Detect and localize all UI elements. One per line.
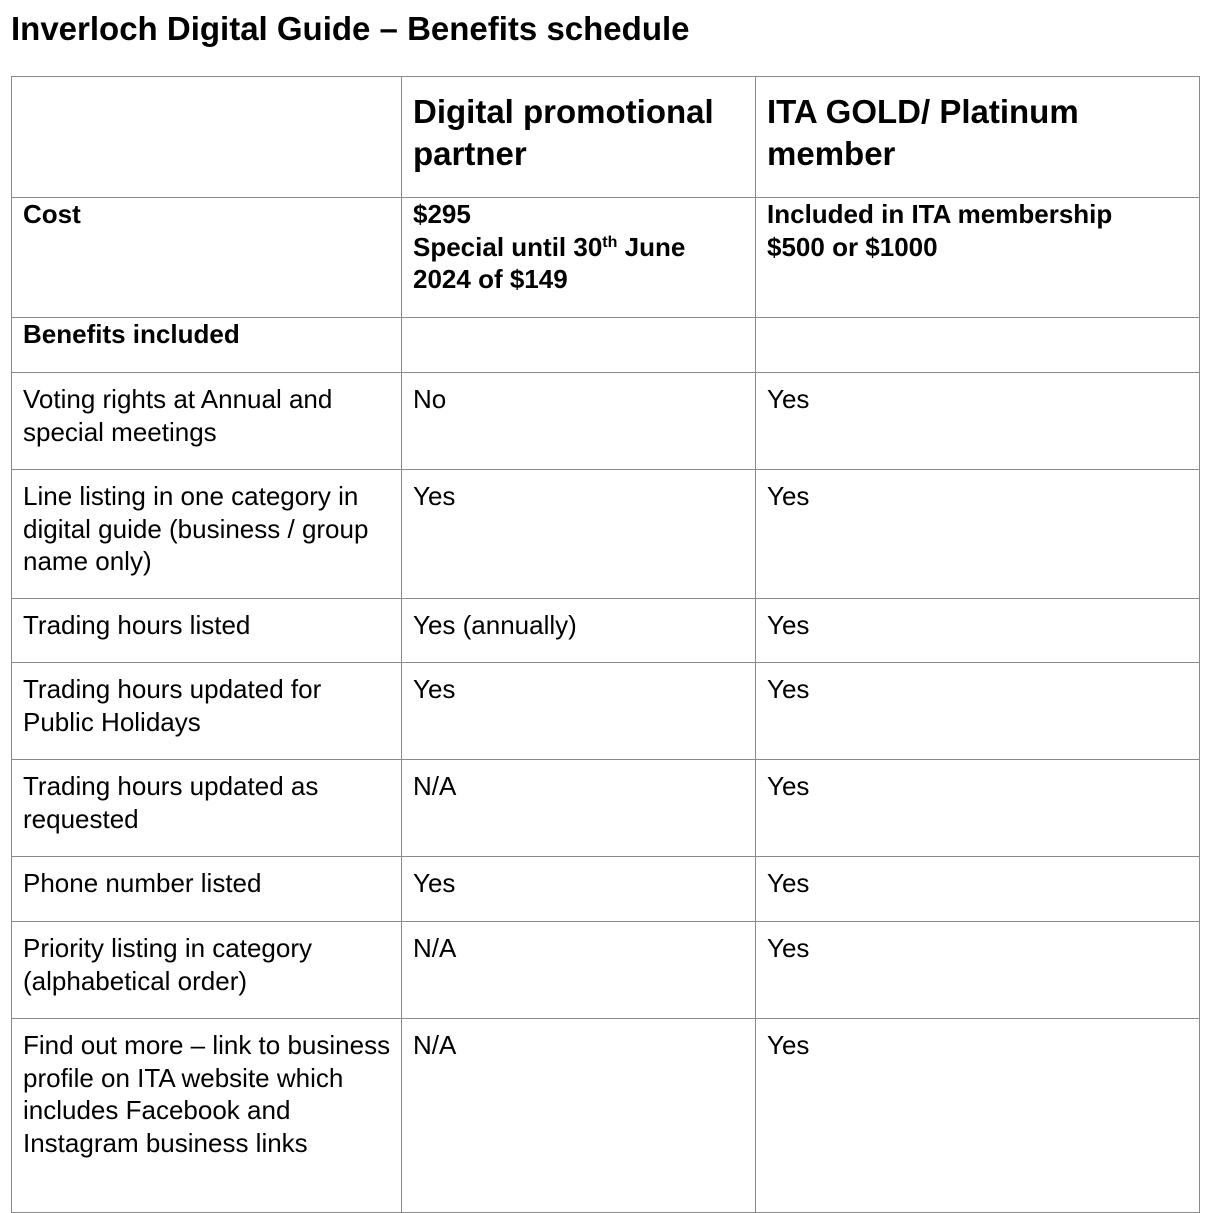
benefit-label: Line listing in one category in digital …	[11, 469, 402, 599]
member-value: Yes	[755, 598, 1200, 663]
member-value: Yes	[755, 1018, 1200, 1213]
cost-partner-cell: $295 Special until 30th June 2024 of $14…	[401, 197, 756, 318]
cost-member-line1: Included in ITA membership	[767, 199, 1113, 229]
benefit-label: Trading hours updated for Public Holiday…	[11, 662, 402, 760]
cost-row: Cost $295 Special until 30th June 2024 o…	[11, 197, 1200, 318]
benefit-label: Trading hours updated as requested	[11, 759, 402, 857]
table-row: Line listing in one category in digital …	[11, 469, 1200, 599]
partner-value: Yes	[401, 469, 756, 599]
member-value: Yes	[755, 372, 1200, 470]
cost-partner-price: $295	[413, 199, 471, 229]
table-row: Trading hours updated for Public Holiday…	[11, 662, 1200, 760]
benefits-heading: Benefits included	[11, 317, 402, 373]
benefits-heading-row: Benefits included	[11, 317, 1200, 373]
benefit-label: Phone number listed	[11, 856, 402, 922]
member-value: Yes	[755, 759, 1200, 857]
table-row: Trading hours listed Yes (annually) Yes	[11, 598, 1200, 663]
cost-partner-special: Special until 30th June 2024 of $149	[413, 231, 745, 296]
benefits-heading-empty	[755, 317, 1200, 373]
table-row: Priority listing in category (alphabetic…	[11, 921, 1200, 1019]
cost-special-ordinal: th	[602, 233, 618, 251]
benefit-label: Voting rights at Annual and special meet…	[11, 372, 402, 470]
member-value: Yes	[755, 921, 1200, 1019]
member-value: Yes	[755, 856, 1200, 922]
cost-member-cell: Included in ITA membership $500 or $1000	[755, 197, 1200, 318]
benefits-heading-empty	[401, 317, 756, 373]
partner-value: N/A	[401, 759, 756, 857]
partner-value: Yes	[401, 662, 756, 760]
header-ita-member: ITA GOLD/ Platinum member	[755, 76, 1200, 198]
benefit-label: Find out more – link to business profile…	[11, 1018, 402, 1213]
partner-value: N/A	[401, 1018, 756, 1213]
cost-member-line2: $500 or $1000	[767, 231, 938, 262]
cost-special-prefix: Special until 30	[413, 231, 603, 262]
cost-special-suffix: June 2024 of $149	[413, 231, 686, 295]
cost-label: Cost	[11, 197, 402, 318]
benefit-label: Trading hours listed	[11, 598, 402, 663]
partner-value: N/A	[401, 921, 756, 1019]
table-row: Find out more – link to business profile…	[11, 1018, 1200, 1213]
member-value: Yes	[755, 469, 1200, 599]
partner-value: Yes (annually)	[401, 598, 756, 663]
header-digital-partner: Digital promotional partner	[401, 76, 756, 198]
table-row: Phone number listed Yes Yes	[11, 856, 1200, 922]
header-blank-cell	[11, 76, 402, 198]
benefits-table: Digital promotional partner ITA GOLD/ Pl…	[11, 76, 1200, 1213]
table-row: Trading hours updated as requested N/A Y…	[11, 759, 1200, 857]
member-value: Yes	[755, 662, 1200, 760]
benefit-label: Priority listing in category (alphabetic…	[11, 921, 402, 1019]
partner-value: No	[401, 372, 756, 470]
table-header-row: Digital promotional partner ITA GOLD/ Pl…	[11, 76, 1200, 198]
partner-value: Yes	[401, 856, 756, 922]
table-row: Voting rights at Annual and special meet…	[11, 372, 1200, 470]
document-title: Inverloch Digital Guide – Benefits sched…	[11, 10, 690, 47]
